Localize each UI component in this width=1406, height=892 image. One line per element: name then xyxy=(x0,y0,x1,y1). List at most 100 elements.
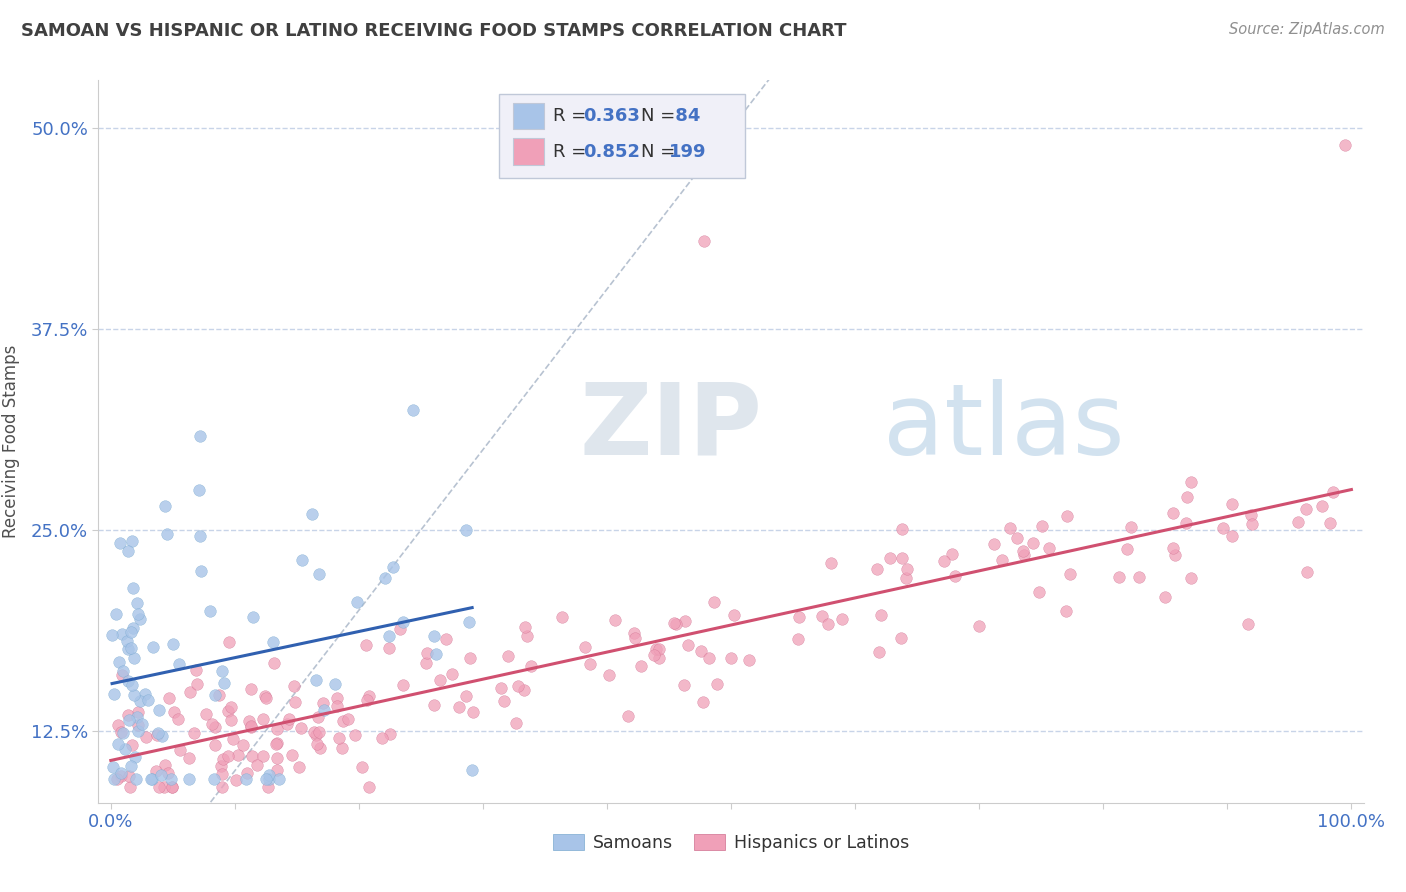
Point xyxy=(302,724,325,739)
Point xyxy=(706,677,728,691)
Point xyxy=(308,725,330,739)
Point xyxy=(125,596,148,610)
Point xyxy=(332,714,354,729)
Point xyxy=(122,621,145,635)
Point xyxy=(117,673,139,688)
Text: R =: R = xyxy=(553,143,592,161)
Point xyxy=(136,693,159,707)
Point xyxy=(811,608,834,623)
Point xyxy=(1220,497,1243,511)
Point xyxy=(866,562,889,576)
Point xyxy=(201,716,224,731)
Point xyxy=(1220,529,1243,543)
Point xyxy=(598,668,620,682)
Point xyxy=(1128,570,1150,584)
Point xyxy=(127,718,149,732)
Point xyxy=(312,703,335,717)
Point xyxy=(301,508,323,522)
Point xyxy=(550,610,572,624)
Point xyxy=(1005,531,1028,545)
Point xyxy=(392,615,415,629)
Point xyxy=(111,664,134,678)
Point xyxy=(692,695,714,709)
Point xyxy=(441,667,464,681)
Point xyxy=(690,644,713,658)
Point xyxy=(179,751,201,765)
Point xyxy=(434,632,457,647)
Point xyxy=(188,429,211,443)
Point xyxy=(967,619,990,633)
Point xyxy=(218,635,240,649)
Point xyxy=(337,712,360,726)
Point xyxy=(879,551,901,566)
Point xyxy=(162,705,184,719)
Point xyxy=(209,758,232,772)
Point xyxy=(454,689,477,703)
Point xyxy=(378,640,401,655)
Point xyxy=(183,726,205,740)
Point xyxy=(222,731,245,746)
Y-axis label: Receiving Food Stamps: Receiving Food Stamps xyxy=(1,345,20,538)
Point xyxy=(868,645,890,659)
Point xyxy=(381,560,404,574)
Point xyxy=(152,729,174,743)
Point xyxy=(380,726,402,740)
Point xyxy=(389,623,412,637)
Point xyxy=(121,534,143,549)
Point xyxy=(330,740,353,755)
Point xyxy=(308,740,330,755)
Point xyxy=(202,772,225,786)
Point xyxy=(941,547,963,561)
Point xyxy=(252,712,274,726)
Point xyxy=(817,616,839,631)
Point xyxy=(1161,541,1184,555)
Point xyxy=(103,772,125,786)
Point xyxy=(461,763,484,777)
Point xyxy=(232,739,254,753)
Point xyxy=(305,673,328,688)
Point xyxy=(402,403,425,417)
Point xyxy=(118,713,141,727)
Point xyxy=(1240,508,1263,522)
Point xyxy=(186,676,208,690)
Point xyxy=(392,678,415,692)
Point xyxy=(217,704,239,718)
Point xyxy=(288,760,311,774)
Point xyxy=(458,651,481,665)
Point xyxy=(108,655,131,669)
Point xyxy=(252,748,274,763)
Point xyxy=(111,668,134,682)
Text: N =: N = xyxy=(641,143,681,161)
Point xyxy=(1295,501,1317,516)
Point xyxy=(127,724,149,739)
Point xyxy=(1153,591,1175,605)
Point xyxy=(107,737,129,751)
Point xyxy=(157,765,180,780)
Point xyxy=(357,780,380,794)
Point xyxy=(125,709,148,723)
Point xyxy=(1108,570,1130,584)
Point xyxy=(1056,509,1078,524)
Point xyxy=(120,640,142,655)
Point xyxy=(1322,485,1344,500)
Point xyxy=(356,693,378,707)
Point xyxy=(896,561,918,575)
Point xyxy=(623,631,645,645)
Point xyxy=(1180,475,1202,489)
Point xyxy=(204,738,226,752)
Point xyxy=(513,620,536,634)
Point xyxy=(257,768,280,782)
Point xyxy=(211,780,233,794)
Point xyxy=(107,718,129,732)
Point xyxy=(1241,517,1264,532)
Point xyxy=(254,772,277,786)
Point xyxy=(103,687,125,701)
Point xyxy=(117,708,139,723)
Point xyxy=(212,675,235,690)
Point xyxy=(142,640,165,654)
Point xyxy=(1319,516,1341,530)
Point xyxy=(1012,548,1035,562)
Point xyxy=(648,650,671,665)
Point xyxy=(167,713,190,727)
Point xyxy=(350,760,373,774)
